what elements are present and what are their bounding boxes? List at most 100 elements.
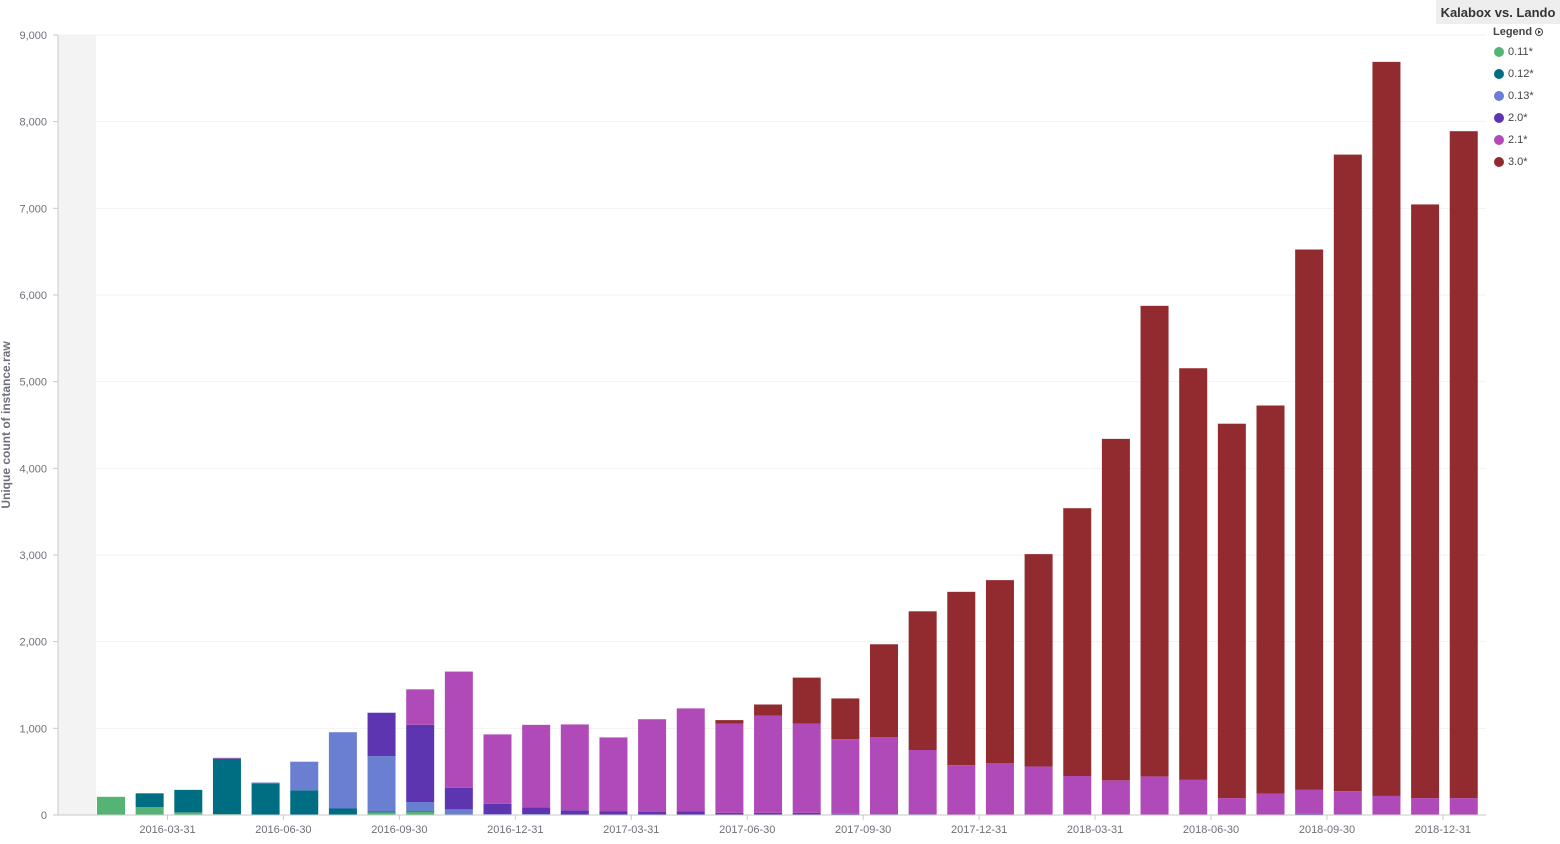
bar-segment[interactable] — [406, 810, 435, 812]
bar-segment[interactable] — [1063, 776, 1092, 815]
bar-segment[interactable] — [328, 808, 357, 815]
x-tick-label: 2016-03-31 — [139, 824, 195, 836]
bar-segment[interactable] — [1449, 131, 1478, 799]
bar-segment[interactable] — [1256, 405, 1285, 794]
bar-segment[interactable] — [367, 712, 396, 757]
bar-segment[interactable] — [947, 765, 976, 815]
bar-segment[interactable] — [1372, 61, 1401, 796]
bar-segment[interactable] — [560, 810, 589, 815]
bar-segment[interactable] — [1333, 154, 1362, 792]
bar-segment[interactable] — [97, 796, 125, 815]
bar-segment[interactable] — [212, 757, 241, 759]
bar-segment[interactable] — [638, 811, 667, 815]
bar-segment[interactable] — [290, 790, 319, 815]
bar-segment[interactable] — [870, 644, 898, 737]
bar-segment[interactable] — [135, 793, 164, 808]
bar-segment[interactable] — [328, 732, 357, 809]
bar-segment[interactable] — [1295, 813, 1324, 815]
bar-segment[interactable] — [444, 787, 473, 810]
legend-dot-icon — [1494, 157, 1504, 167]
bar-segment[interactable] — [676, 708, 705, 812]
bar-segment[interactable] — [1101, 438, 1130, 781]
bar-segment[interactable] — [1101, 780, 1130, 815]
bar-segment[interactable] — [792, 677, 821, 724]
bar-segment[interactable] — [715, 812, 744, 815]
bar-segment[interactable] — [1295, 789, 1324, 814]
bar-segment[interactable] — [908, 611, 937, 750]
bar-segment[interactable] — [560, 724, 589, 811]
bar-segment[interactable] — [367, 812, 396, 815]
bar-segment[interactable] — [1179, 368, 1208, 780]
bar-segment[interactable] — [947, 591, 976, 766]
legend-item[interactable]: 2.0* — [1494, 107, 1560, 129]
y-tick-label: 2,000 — [19, 637, 47, 649]
bar-segment[interactable] — [290, 761, 319, 791]
bar-segment[interactable] — [1449, 798, 1478, 815]
bar-segment[interactable] — [522, 724, 551, 808]
bar-segment[interactable] — [1024, 766, 1053, 815]
bar-segment[interactable] — [406, 689, 435, 725]
bar-segment[interactable] — [599, 811, 628, 815]
x-tick-label: 2016-12-31 — [487, 824, 543, 836]
bar-segment[interactable] — [1063, 508, 1092, 776]
bar-segment[interactable] — [1372, 795, 1401, 815]
bar-segment[interactable] — [444, 809, 473, 815]
bar-segment[interactable] — [522, 807, 551, 815]
bar-segment[interactable] — [908, 750, 937, 815]
gridlines — [58, 34, 1486, 729]
x-tick-label: 2017-03-31 — [603, 824, 659, 836]
bar-segment[interactable] — [174, 789, 203, 813]
bar-segment[interactable] — [406, 724, 435, 802]
bar-segment[interactable] — [1333, 791, 1362, 815]
bar-segment[interactable] — [831, 698, 860, 740]
y-axis-label: Unique count of instance.raw — [0, 341, 13, 509]
bar-segment[interactable] — [1411, 798, 1440, 815]
bar-segment[interactable] — [1256, 793, 1285, 815]
legend-item[interactable]: 3.0* — [1494, 151, 1560, 173]
legend-item[interactable]: 0.13* — [1494, 85, 1560, 107]
bar-segment[interactable] — [251, 783, 280, 815]
bar-segment[interactable] — [831, 739, 860, 814]
bar-segment[interactable] — [715, 723, 744, 813]
bar-segment[interactable] — [870, 737, 898, 815]
legend-item[interactable]: 0.12* — [1494, 63, 1560, 85]
bar-segment[interactable] — [1024, 554, 1053, 767]
bar-segment[interactable] — [599, 737, 628, 812]
bar-segment[interactable] — [754, 715, 783, 813]
bar-segment[interactable] — [1411, 204, 1440, 799]
bar-segment[interactable] — [1217, 798, 1246, 815]
bar-segment[interactable] — [792, 812, 821, 815]
bar-segment[interactable] — [483, 734, 512, 804]
bar-segment[interactable] — [1179, 779, 1208, 815]
legend-item[interactable]: 2.1* — [1494, 129, 1560, 151]
bar-segment[interactable] — [1217, 423, 1246, 799]
bar-segment[interactable] — [444, 671, 473, 788]
bar-segment[interactable] — [406, 802, 435, 811]
bar-segment[interactable] — [174, 812, 203, 815]
bar-segment[interactable] — [985, 763, 1014, 815]
bar-segment[interactable] — [212, 758, 241, 815]
x-tick-label: 2016-06-30 — [255, 824, 311, 836]
bar-segment[interactable] — [251, 782, 280, 784]
bar-segment[interactable] — [406, 811, 435, 815]
bar-segment[interactable] — [1140, 305, 1169, 777]
legend-item[interactable]: 0.11* — [1494, 41, 1560, 63]
bar-segment[interactable] — [715, 720, 744, 724]
bar-segment[interactable] — [676, 811, 705, 815]
x-axis-ticks: 2016-03-31 2016-06-30 2016-09-30 2016-12-31… — [139, 815, 1471, 836]
legend-toggle-icon[interactable] — [1535, 28, 1544, 36]
bar-segment[interactable] — [1295, 249, 1324, 790]
bar-segment[interactable] — [831, 813, 860, 815]
bar-segment[interactable] — [1140, 776, 1169, 815]
bar-segment[interactable] — [367, 756, 396, 812]
bar-segment[interactable] — [985, 580, 1014, 763]
bar-segment[interactable] — [135, 807, 164, 815]
bar-segment[interactable] — [638, 719, 667, 812]
bar-segment[interactable] — [754, 812, 783, 815]
bar-segment[interactable] — [483, 803, 512, 815]
bar-segment[interactable] — [792, 723, 821, 813]
bar-segment[interactable] — [754, 704, 783, 716]
legend-item-label: 3.0* — [1508, 156, 1528, 168]
legend-header[interactable]: Legend — [1493, 26, 1560, 38]
bar-segment[interactable] — [367, 811, 396, 813]
